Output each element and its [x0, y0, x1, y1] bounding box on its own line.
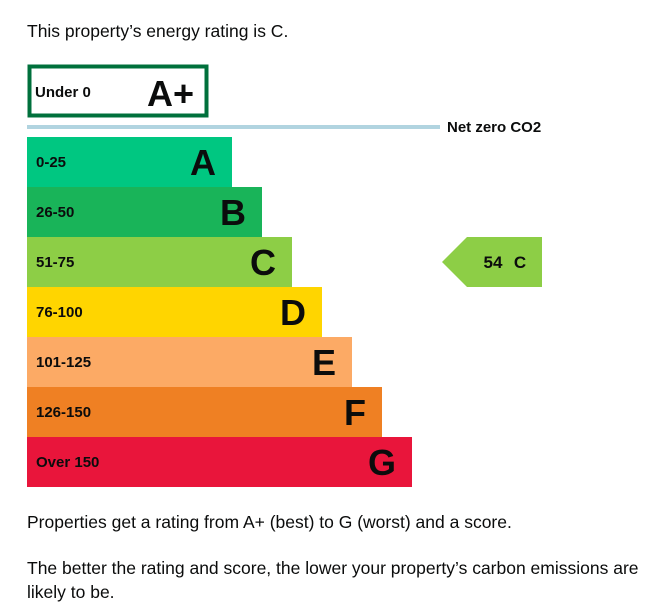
band-b-letter: B — [220, 192, 246, 233]
band-f-letter: F — [344, 392, 366, 433]
band-c-range: 51-75 — [36, 254, 74, 271]
band-b — [27, 187, 262, 237]
band-g-range: Over 150 — [36, 454, 99, 471]
net-zero-label: Net zero CO2 — [447, 119, 541, 136]
energy-rating-chart: Under 0 A+ Net zero CO2 0-25 A 26-50 B 51-75 C 76… — [27, 64, 542, 487]
energy-rating-intro: This property’s energy rating is C. — [27, 21, 289, 41]
band-d-range: 76-100 — [36, 304, 83, 321]
band-e-range: 101-125 — [36, 354, 91, 371]
band-f-range: 126-150 — [36, 404, 91, 421]
band-aplus-letter: A+ — [147, 73, 194, 114]
band-a-letter: A — [190, 142, 216, 183]
band-e — [27, 337, 352, 387]
emissions-explanation: The better the rating and score, the low… — [27, 558, 639, 602]
band-g-letter: G — [368, 442, 396, 483]
band-b-range: 26-50 — [36, 204, 74, 221]
band-a-range: 0-25 — [36, 154, 66, 171]
band-e-letter: E — [312, 342, 336, 383]
band-aplus-box — [27, 64, 209, 118]
rating-explanation: Properties get a rating from A+ (best) t… — [27, 512, 512, 532]
current-rating-score: 54 — [484, 253, 503, 272]
band-f — [27, 387, 382, 437]
band-aplus-range: Under 0 — [35, 84, 91, 101]
band-a — [27, 137, 232, 187]
band-d-letter: D — [280, 292, 306, 333]
current-rating-letter: C — [514, 253, 526, 272]
band-c-letter: C — [250, 242, 276, 283]
band-d — [27, 287, 322, 337]
current-rating-arrow — [442, 237, 542, 287]
band-g — [27, 437, 412, 487]
band-c — [27, 237, 292, 287]
